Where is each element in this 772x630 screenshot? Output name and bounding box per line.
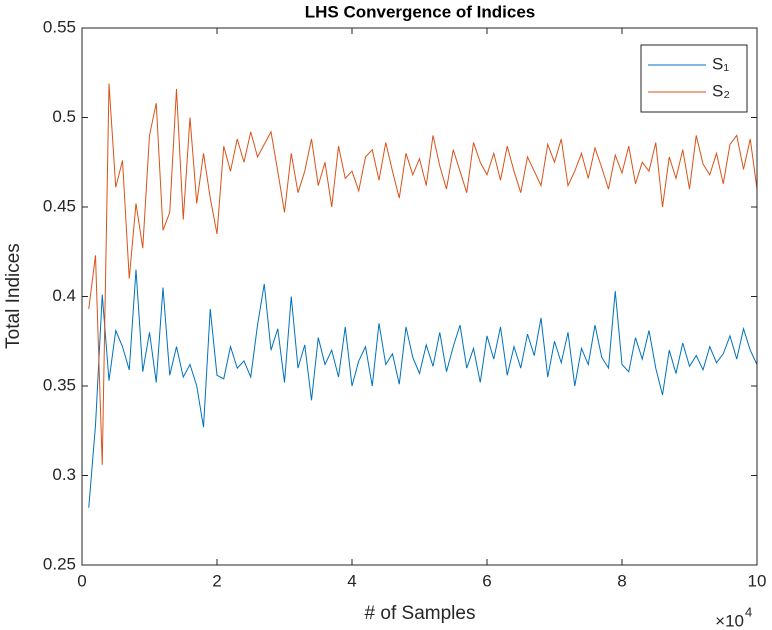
y-tick-label: 0.55 xyxy=(43,17,76,36)
axes-box xyxy=(81,27,758,566)
y-tick-label: 0.45 xyxy=(43,196,76,215)
y-tick-label: 0.25 xyxy=(43,554,76,573)
legend-box xyxy=(640,44,748,113)
y-tick-label: 0.35 xyxy=(43,375,76,394)
y-axis-label: Total Indices xyxy=(3,243,24,349)
x-tick-label: 8 xyxy=(617,571,626,590)
y-tick-label: 0.4 xyxy=(52,286,76,305)
x-tick-label: 2 xyxy=(212,571,221,590)
plot-area xyxy=(82,28,757,565)
data-line xyxy=(88,269,758,508)
x-multiplier-base: ×10 xyxy=(715,611,744,630)
x-tick-label: 10 xyxy=(748,571,767,590)
data-line xyxy=(88,83,758,465)
x-tick-label: 6 xyxy=(482,571,491,590)
legend-label: S₂ xyxy=(712,81,730,100)
legend-label: S₁ xyxy=(712,54,729,73)
legend: S₁ S₂ xyxy=(640,44,748,113)
y-tick-label: 0.3 xyxy=(52,465,76,484)
x-tick-label: 4 xyxy=(347,571,356,590)
x-tick-label: 0 xyxy=(77,571,86,590)
x-multiplier-exponent: 4 xyxy=(745,604,752,619)
chart-title: LHS Convergence of Indices xyxy=(305,2,536,21)
y-tick-label: 0.5 xyxy=(52,107,76,126)
x-axis-label: # of Samples xyxy=(365,603,476,624)
